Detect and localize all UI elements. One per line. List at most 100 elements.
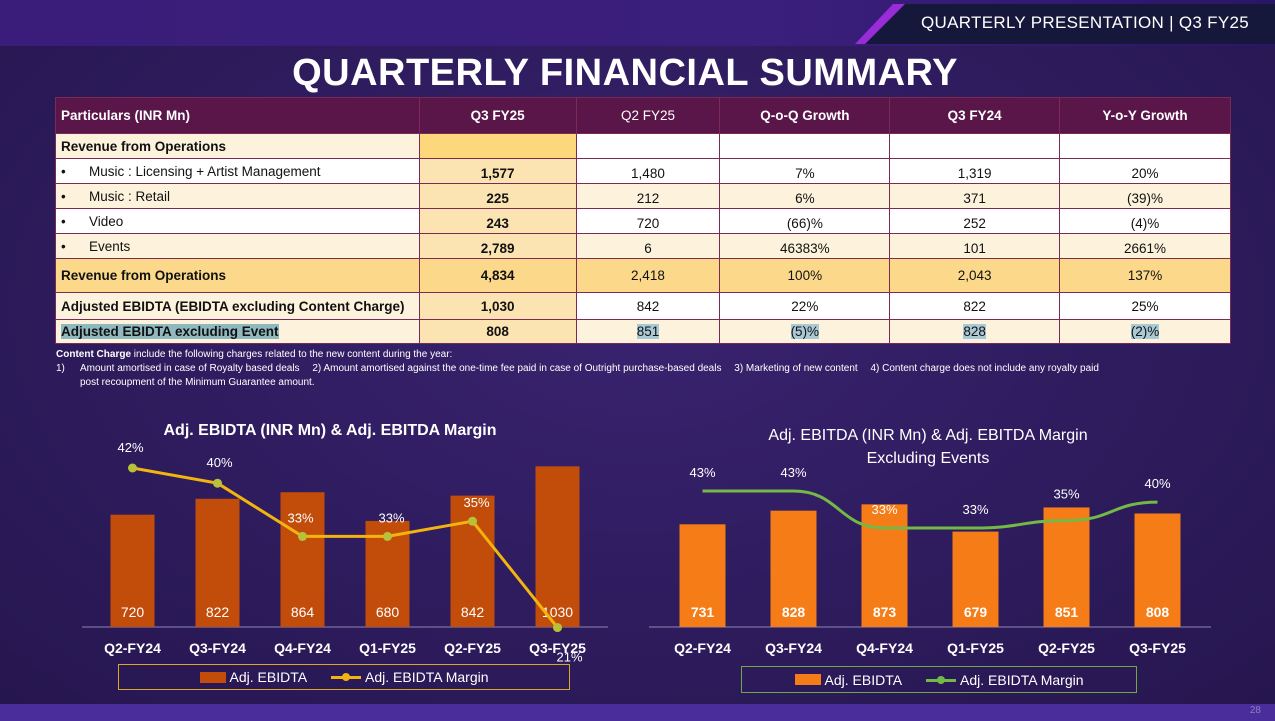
cell-yoy: (4)% [1059,208,1231,234]
presentation-label: QUARTERLY PRESENTATION | Q3 FY25 [921,13,1249,32]
note-item: 4) Content charge does not include any r… [870,363,1099,374]
cell-qoq: 22% [719,292,891,320]
table-row: • Video 243 720 (66)% 252 (4)% [55,208,1231,234]
adj-ebitda-excl-events-chart: Adj. EBITDA (INR Mn) & Adj. EBITDA Margi… [649,427,1211,656]
cell-q2fy25: 720 [575,208,721,234]
notes-intro: include the following charges related to… [131,349,453,360]
cell-q3fy24: 2,043 [889,258,1061,293]
cell-q3fy25: 243 [418,208,577,234]
section-heading: Revenue from Operations [55,133,420,159]
margin-label: 35% [1053,487,1079,502]
row-label: Adjusted EBIDTA (EBIDTA excluding Conten… [55,292,420,320]
chart-title: Adj. EBITDA (INR Mn) & Adj. EBITDA Margi… [768,427,1087,444]
table-ebitda-row: Adjusted EBIDTA (EBIDTA excluding Conten… [55,292,1231,320]
bottom-bar [0,704,1275,721]
table-row: • Music : Licensing + Artist Management 1… [55,158,1231,184]
column-header: Y-o-Y Growth [1059,97,1231,134]
column-header: Q-o-Q Growth [719,97,891,134]
margin-label: 21% [556,650,582,665]
margin-label: 43% [689,465,715,480]
chart1-legend: Adj. EBIDTA Adj. EBIDTA Margin [118,664,570,690]
bar-Q1-FY25 [952,531,999,627]
bar-value-label: 864 [291,604,315,620]
cell-q3fy25: 2,789 [418,233,577,259]
adj-ebitda-chart: Adj. EBIDTA (INR Mn) & Adj. EBITDA Margi… [82,422,608,665]
cell-q3fy24: 1,319 [889,158,1061,184]
note-item: 2) Amount amortised against the one-time… [312,363,722,374]
cell-yoy: 2661% [1059,233,1231,259]
notes-heading: Content Charge [56,349,131,360]
x-tick-label: Q2-FY25 [1038,640,1095,656]
cell-q3fy24: 371 [889,183,1061,209]
page-number: 28 [1249,705,1261,716]
margin-line [132,466,559,629]
legend-item-bar: Adj. EBIDTA [199,669,307,685]
legend-item-line: Adj. EBIDTA Margin [926,672,1084,688]
x-tick-label: Q2-FY25 [444,640,501,656]
cell-qoq: 6% [719,183,891,209]
margin-label: 42% [117,440,143,455]
x-tick-label: Q1-FY25 [359,640,416,656]
cell-q3fy24: 828 [963,324,986,339]
cell-yoy: 25% [1059,292,1231,320]
bar-value-label: 720 [121,604,145,620]
cell-qoq: 100% [719,258,891,293]
bar-value-label: 731 [691,604,715,620]
cell-q3fy24: 252 [889,208,1061,234]
row-label: Adjusted EBIDTA excluding Event [61,324,279,339]
bar-Q3-FY25 [535,466,580,627]
margin-point [298,531,307,541]
cell-q2fy25: 842 [575,292,721,320]
table-section-row: Revenue from Operations [55,133,1231,159]
row-label: Revenue from Operations [55,258,420,293]
bar-Q3-FY24 [770,510,817,627]
margin-line [702,489,1158,530]
note-item: Amount amortised in case of Royalty base… [80,363,300,374]
margin-label: 33% [287,510,313,525]
table-header-row: Particulars (INR Mn) Q3 FY25 Q2 FY25 Q-o… [55,97,1231,134]
margin-point [213,478,222,488]
bar-value-label: 851 [1055,604,1079,620]
footnotes: Content Charge include the following cha… [56,348,1226,390]
cell-q3fy25: 4,834 [418,258,577,293]
cell-q2fy25: 6 [575,233,721,259]
column-header: Q3 FY24 [889,97,1061,134]
margin-point [128,463,137,473]
row-label: Music : Retail [89,188,171,204]
header-label-box [865,4,1275,44]
bar-Q4-FY24 [861,504,908,627]
margin-point [553,623,562,633]
cell-q3fy25: 808 [418,319,577,344]
table-row: • Events 2,789 6 46383% 101 2661% [55,233,1231,259]
cell-q3fy25: 1,577 [418,158,577,184]
x-tick-label: Q1-FY25 [947,640,1004,656]
margin-point [468,516,477,526]
chart-title: Adj. EBIDTA (INR Mn) & Adj. EBITDA Margi… [163,422,496,439]
bar-Q3-FY25 [1134,513,1181,627]
cell-q3fy24: 101 [889,233,1061,259]
note-item: post recoupment of the Minimum Guarantee… [80,377,315,388]
cell-yoy: 137% [1059,258,1231,293]
chart2-legend: Adj. EBIDTA Adj. EBIDTA Margin [741,666,1137,693]
row-label: Events [89,238,131,254]
bar-Q2-FY24 [679,524,726,627]
x-tick-label: Q3-FY25 [529,640,586,656]
margin-point [383,531,392,541]
cell-q2fy25: 851 [636,324,660,339]
cell-qoq: (66)% [719,208,891,234]
cell-qoq: (5)% [790,324,820,339]
bar-value-label: 808 [1146,604,1170,620]
table-row: • Music : Retail 225 212 6% 371 (39)% [55,183,1231,209]
margin-label: 40% [206,455,232,470]
margin-label: 33% [871,502,897,517]
bar-Q2-FY25 [1043,507,1090,627]
bar-value-label: 873 [873,604,897,620]
cell-yoy: (39)% [1059,183,1231,209]
margin-label: 35% [463,495,489,510]
page-title: QUARTERLY FINANCIAL SUMMARY [292,52,958,94]
x-tick-label: Q2-FY24 [674,640,731,656]
cell-q2fy25: 1,480 [575,158,721,184]
bar-value-label: 842 [461,604,485,620]
financial-summary-table: Particulars (INR Mn) Q3 FY25 Q2 FY25 Q-o… [55,97,1231,344]
chart-subtitle: Excluding Events [867,450,990,467]
